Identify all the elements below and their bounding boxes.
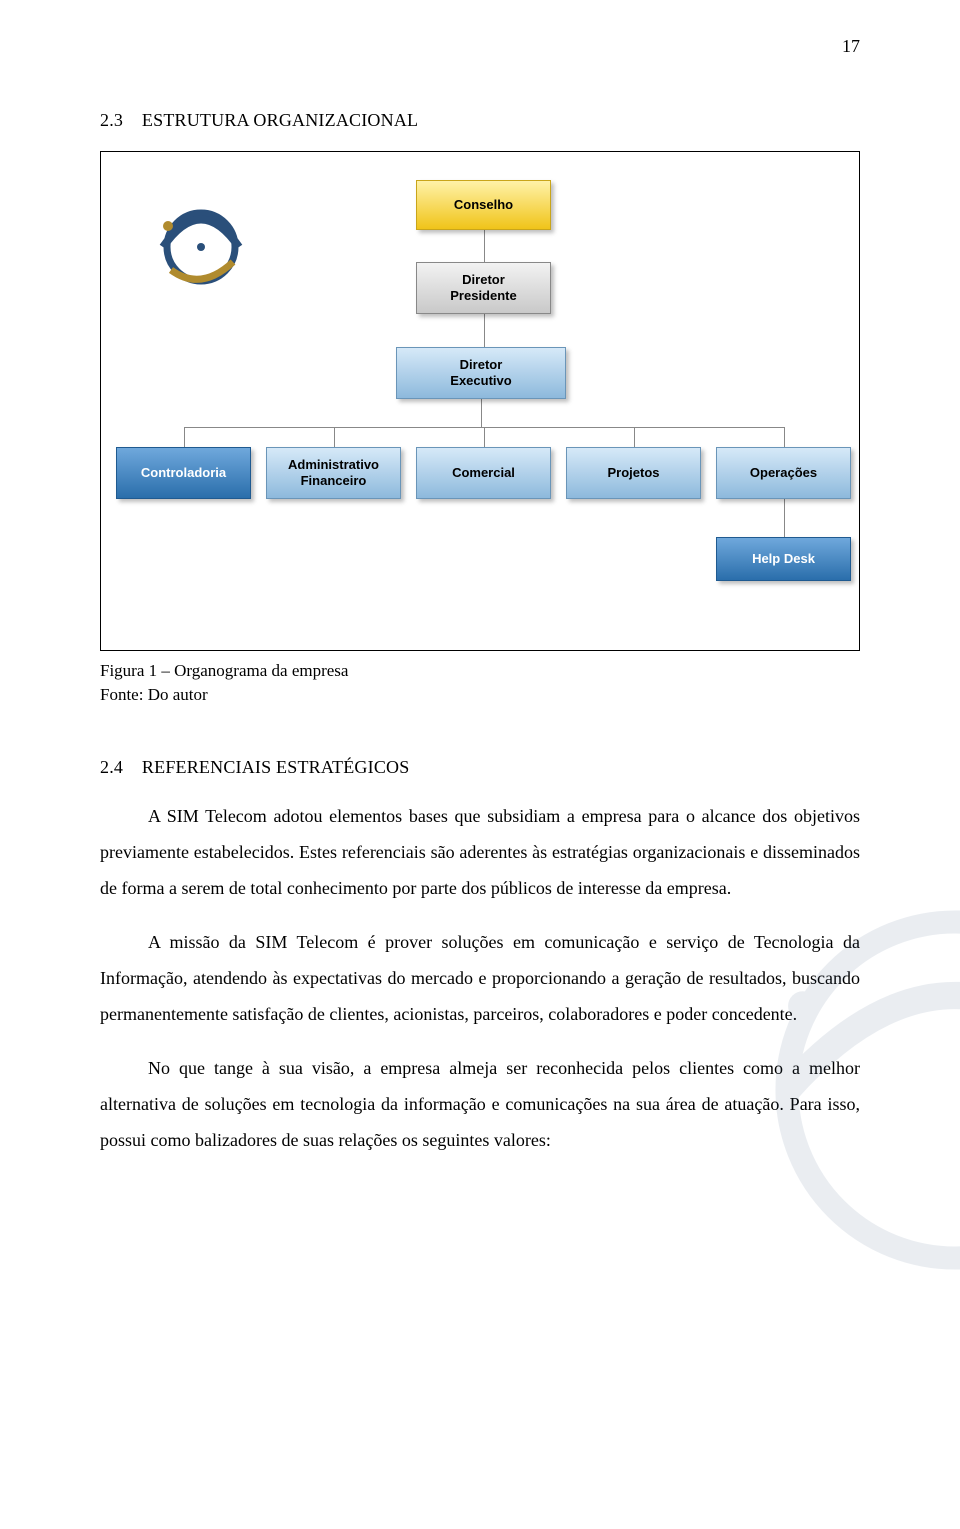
connector-line xyxy=(484,427,485,447)
org-node-presidente: DiretorPresidente xyxy=(416,262,551,314)
page-number: 17 xyxy=(842,36,860,57)
org-node-helpdesk: Help Desk xyxy=(716,537,851,581)
body-paragraph-1: A SIM Telecom adotou elementos bases que… xyxy=(100,798,860,906)
company-logo-icon xyxy=(151,192,251,292)
section-title: REFERENCIAIS ESTRATÉGICOS xyxy=(142,757,410,777)
section-number: 2.4 xyxy=(100,757,123,777)
section-heading-1: 2.3 ESTRUTURA ORGANIZACIONAL xyxy=(100,110,860,131)
org-chart-frame: Conselho DiretorPresidente DiretorExecutiv… xyxy=(100,151,860,651)
connector-line xyxy=(484,314,485,347)
org-node-executivo: DiretorExecutivo xyxy=(396,347,566,399)
connector-line xyxy=(334,427,335,447)
connector-line xyxy=(634,427,635,447)
body-paragraph-2: A missão da SIM Telecom é prover soluçõe… xyxy=(100,924,860,1032)
org-node-admfin: AdministrativoFinanceiro xyxy=(266,447,401,499)
org-node-conselho: Conselho xyxy=(416,180,551,230)
caption-line-2: Fonte: Do autor xyxy=(100,685,208,704)
connector-line xyxy=(784,499,785,537)
section-title: ESTRUTURA ORGANIZACIONAL xyxy=(142,110,418,130)
org-node-projetos: Projetos xyxy=(566,447,701,499)
page: 17 2.3 ESTRUTURA ORGANIZACIONAL Conselho… xyxy=(0,0,960,1529)
figure-caption: Figura 1 – Organograma da empresa Fonte:… xyxy=(100,659,860,707)
connector-line xyxy=(484,230,485,262)
connector-line xyxy=(784,427,785,447)
org-node-controladoria: Controladoria xyxy=(116,447,251,499)
org-node-operacoes: Operações xyxy=(716,447,851,499)
connector-line xyxy=(184,427,185,447)
section-number: 2.3 xyxy=(100,110,123,130)
org-node-comercial: Comercial xyxy=(416,447,551,499)
body-paragraph-3: No que tange à sua visão, a empresa alme… xyxy=(100,1050,860,1158)
connector-line xyxy=(481,399,482,427)
section-heading-2: 2.4 REFERENCIAIS ESTRATÉGICOS xyxy=(100,757,860,778)
caption-line-1: Figura 1 – Organograma da empresa xyxy=(100,661,348,680)
